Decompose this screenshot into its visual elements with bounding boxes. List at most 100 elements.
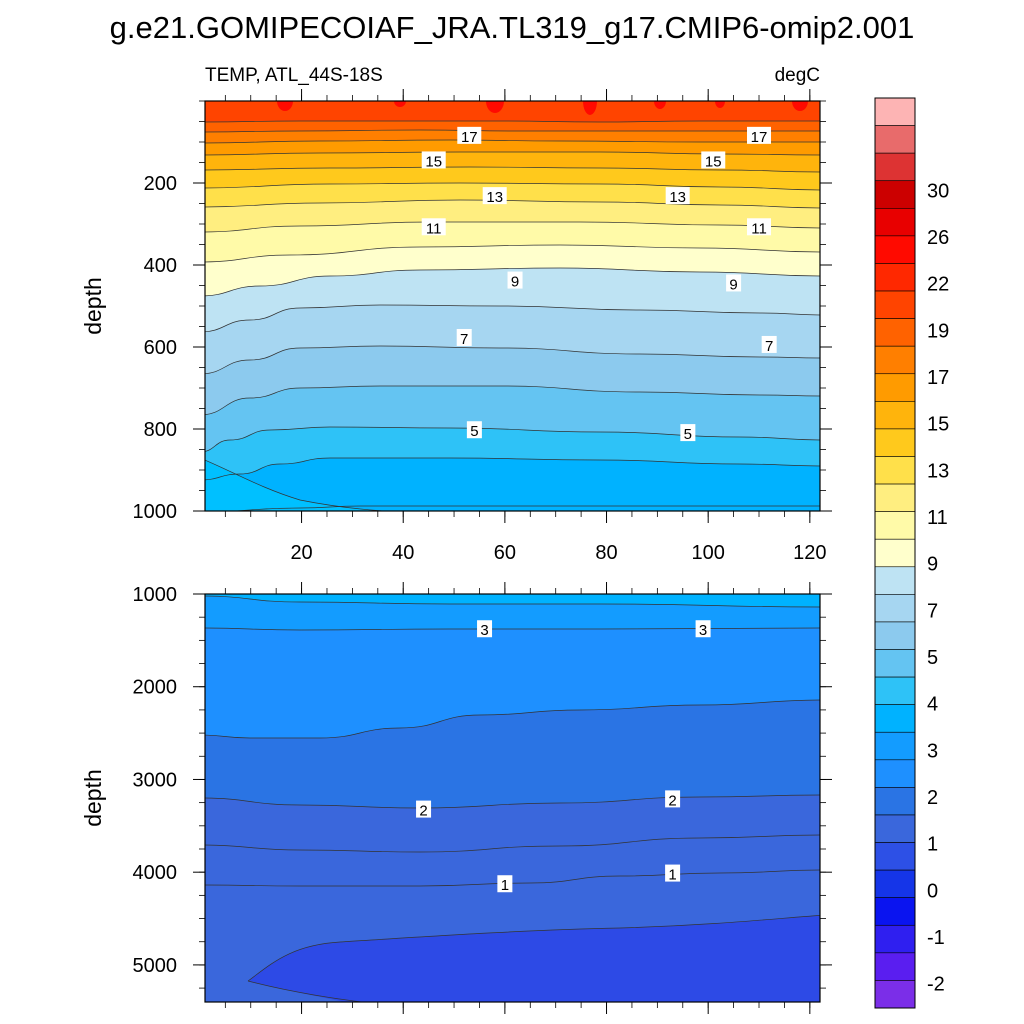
bottom-panel-deep-isoline: [247, 915, 820, 982]
top-contour-label-7: 11: [751, 220, 767, 237]
bottom-contour-label-1: 3: [699, 622, 707, 639]
top-panel-surface-blob-3: [583, 101, 597, 115]
top-panel-surface-blob-1: [394, 101, 406, 107]
top-panel-isoline-8: [205, 244, 820, 263]
bottom-contour-label-box-5: [665, 864, 681, 882]
colorbar-label-11: 4: [927, 694, 938, 716]
bottom-panel-isoline-4: [205, 834, 820, 853]
colorbar-label-1: 26: [927, 227, 949, 249]
top-contour-label-box-5: [665, 187, 690, 205]
bottom-panel-x-ticks: [224, 582, 811, 1014]
colorbar-label-7: 11: [927, 507, 948, 529]
top-panel-isoline-12: [205, 385, 820, 415]
bottom-contour-label-box-0: [477, 620, 493, 638]
colorbar-box-21: [874, 676, 916, 705]
top-contour-label-12: 5: [470, 423, 478, 440]
top-panel-fills: [205, 101, 820, 511]
top-panel-isoline-5: [205, 182, 820, 191]
colorbar-box-30: [874, 924, 916, 954]
bottom-panel-isoline-0: [205, 595, 820, 608]
colorbar-box-2: [874, 152, 916, 182]
bottom-ytick-label-3: 4000: [133, 862, 178, 884]
colorbar-label-2: 22: [927, 274, 949, 296]
top-ytick-label-4: 1000: [133, 501, 178, 523]
bottom-panel-frame: [204, 593, 821, 1003]
top-panel-isoline-1: [205, 129, 820, 133]
bottom-panel-deep-isoline-lower: [247, 980, 366, 1002]
colorbar-box-31: [874, 952, 916, 981]
top-panel-x-ticks: 20 40 60 80 100 120: [224, 89, 827, 564]
top-contour-label-10: 7: [460, 331, 468, 348]
top-xtick-label-0: 20: [290, 542, 312, 564]
colorbar-box-20: [874, 649, 916, 678]
bottom-contour-label-5: 1: [668, 867, 676, 884]
bottom-panel-isoline-2: [205, 699, 820, 739]
top-contour-label-box-11: [761, 335, 777, 353]
colorbar-label-9: 7: [927, 600, 938, 622]
top-panel-isoline-0: [205, 120, 820, 123]
top-xtick-label-4: 100: [691, 542, 724, 564]
colorbar-label-3: 19: [927, 320, 949, 342]
bottom-panel-y-ticks: 1000 2000 3000 4000 5000: [133, 584, 832, 989]
colorbar-box-13: [874, 456, 916, 485]
top-contour-label-5: 13: [669, 189, 686, 206]
colorbar-label-17: -2: [927, 974, 945, 996]
bottom-contour-label-4: 1: [501, 877, 509, 894]
top-panel-surface-blob-4: [654, 101, 666, 109]
top-contour-label-box-8: [507, 271, 523, 289]
top-contour-label-box-10: [456, 328, 472, 346]
colorbar-label-6: 13: [927, 460, 949, 482]
colorbar-box-6: [874, 263, 916, 292]
bottom-contour-label-2: 2: [419, 803, 427, 820]
colorbar-frame: [874, 97, 916, 1009]
top-contour-label-box-6: [421, 218, 446, 236]
top-contour-label-box-4: [482, 187, 507, 205]
top-ytick-label-3: 800: [144, 419, 177, 441]
colorbar-box-3: [874, 180, 916, 209]
colorbar: 30 26 22 19 17 15 13 11 9 7 5 4 3 2 1 0 -1 -2: [874, 97, 949, 1009]
top-panel-surface-blob-6: [792, 101, 808, 111]
top-ytick-label-0: 200: [144, 173, 177, 195]
top-panel-isoline-2: [205, 139, 820, 144]
colorbar-label-8: 9: [927, 554, 938, 576]
top-panel-isoline-11: [205, 345, 820, 374]
colorbar-box-10: [874, 373, 916, 402]
top-panel-isoline-15: [229, 505, 820, 511]
bottom-contour-label-box-1: [695, 620, 711, 638]
colorbar-box-19: [874, 621, 916, 650]
top-xtick-label-3: 80: [595, 542, 617, 564]
top-panel-isoline-10: [205, 304, 820, 333]
bottom-contour-label-box-3: [665, 790, 681, 808]
top-panel-y-ticks: 200 400 600 800 1000: [133, 100, 832, 523]
top-contour-label-2: 15: [425, 153, 442, 170]
top-xtick-label-1: 40: [392, 542, 414, 564]
units-label: degC: [775, 65, 820, 86]
top-ytick-label-2: 600: [144, 337, 177, 359]
colorbar-label-4: 17: [927, 367, 949, 389]
top-contour-label-11: 7: [765, 338, 773, 355]
colorbar-box-1: [874, 125, 916, 154]
colorbar-box-28: [874, 869, 916, 898]
top-contour-label-box-2: [421, 151, 446, 169]
top-contour-label-13: 5: [684, 426, 692, 443]
colorbar-box-18: [874, 594, 916, 623]
top-xtick-label-5: 120: [793, 542, 826, 564]
bottom-contour-label-3: 2: [668, 792, 676, 809]
top-panel-isoline-3: [205, 151, 820, 156]
colorbar-box-15: [874, 511, 916, 540]
top-panel-isoline-9: [205, 267, 820, 297]
top-ytick-label-1: 400: [144, 255, 177, 277]
top-contour-label-box-0: [457, 126, 482, 144]
bottom-contour-label-box-2: [416, 800, 432, 818]
colorbar-box-27: [874, 842, 916, 871]
bottom-ytick-label-1: 2000: [133, 677, 178, 699]
top-contour-label-9: 9: [729, 276, 737, 293]
top-panel-surface-blob-2: [486, 101, 504, 113]
top-contour-label-3: 15: [705, 153, 722, 170]
top-panel-isoline-6: [205, 199, 820, 209]
colorbar-box-4: [874, 208, 916, 237]
top-panel-contour-labels: 17 17 15 15 13 13 11 11 9 9 7 7 5 5: [421, 126, 777, 443]
colorbar-box-24: [874, 759, 916, 788]
bottom-ytick-label-2: 3000: [133, 769, 178, 791]
top-contour-label-0: 17: [461, 129, 478, 146]
